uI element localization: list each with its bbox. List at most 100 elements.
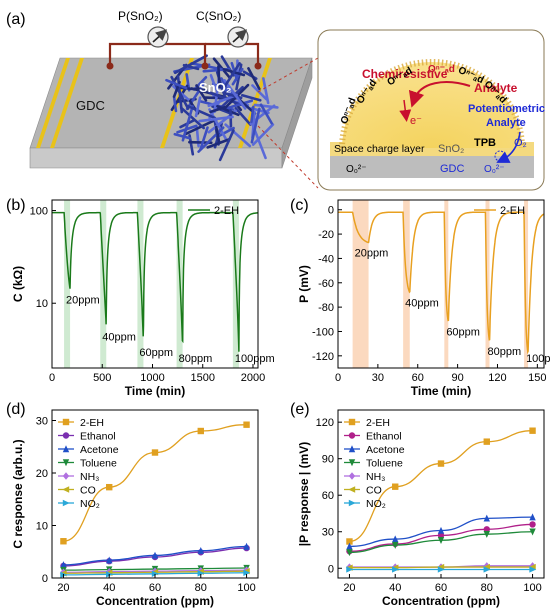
data-point — [197, 570, 205, 577]
electron-arrow — [399, 99, 412, 122]
plot-frame — [51, 199, 259, 369]
o2-label: O₂ — [514, 137, 527, 149]
data-point — [483, 514, 490, 522]
nanowire — [198, 115, 234, 123]
nanowire — [220, 77, 232, 97]
nanowire — [207, 93, 238, 108]
legend-label: NO₂ — [366, 498, 386, 510]
chemiresistive-arrow — [408, 81, 471, 108]
data-point — [62, 445, 70, 453]
mechanism-inset: Chemiresistive Analyte e⁻ Oⁿ⁻ₐd Oⁿ⁻ₐd Oⁿ… — [317, 29, 545, 191]
lattice-oxygen-label: O₀²⁻ — [346, 164, 367, 175]
y-tick-label: 20 — [36, 468, 48, 480]
data-point — [437, 526, 445, 534]
x-tick-label: 100 — [237, 582, 255, 594]
nanowire — [250, 107, 261, 144]
x-tick-label: 1500 — [190, 372, 214, 384]
x-tick-label: 60 — [435, 582, 447, 594]
nanowire — [214, 125, 221, 144]
nanowire — [251, 84, 268, 101]
analyte-red-label: Analyte — [474, 81, 518, 95]
data-point — [151, 449, 159, 456]
nanowire — [195, 84, 208, 102]
data-point — [60, 538, 67, 545]
legend-label: Toluene — [366, 458, 403, 470]
data-point — [62, 499, 70, 507]
nanowire — [173, 132, 192, 140]
data-point — [392, 566, 399, 573]
meter-p-icon — [147, 26, 169, 48]
y-tick-label: -20 — [318, 229, 334, 241]
analyte-blue-label: Analyte — [486, 117, 526, 129]
panel-c-label: (c) — [290, 197, 309, 214]
data-point — [483, 530, 490, 538]
chart-e: 20 40 60 80 100 0 30 60 90 120 Concentration (ppm)… — [297, 409, 545, 608]
y-tick-label: 10 — [36, 521, 48, 533]
nanowire — [231, 67, 244, 86]
nanowire — [224, 123, 252, 148]
x-tick-label: 150 — [528, 372, 546, 384]
panel-a: (a) GDC SnO₂ P(SnO₂) C(SnO₂) — [6, 9, 545, 191]
tpb-marker — [494, 150, 506, 162]
data-point — [529, 521, 536, 528]
pulse-label: 60ppm — [446, 327, 480, 339]
x-axis-title: Time (min) — [411, 384, 471, 398]
x-tick-label: 20 — [57, 582, 69, 594]
nanowire — [173, 54, 208, 75]
contact-dot — [254, 62, 262, 70]
legend-label: 2-EH — [214, 205, 239, 217]
data-point — [348, 486, 356, 493]
y-tick-label: 30 — [322, 527, 334, 539]
y-tick-label: -100 — [312, 326, 334, 338]
y-tick-label: 100 — [30, 206, 48, 218]
data-point — [106, 483, 113, 491]
legend-label: NH₃ — [366, 471, 385, 483]
data-point — [529, 513, 536, 521]
data-point — [348, 445, 356, 453]
data-point — [243, 542, 250, 550]
data-point — [348, 499, 356, 507]
data-point — [62, 418, 70, 426]
x-tick-label: 40 — [389, 582, 401, 594]
data-point — [483, 526, 490, 533]
data-point — [437, 537, 445, 544]
pulse-label: 80ppm — [179, 353, 213, 365]
meter-p-label: P(SnO₂) — [118, 9, 163, 23]
nanowire — [259, 103, 273, 125]
contact-dot — [106, 62, 114, 70]
trace-line — [52, 211, 258, 352]
pulse-label: 40ppm — [102, 332, 136, 344]
y-tick-label: 30 — [36, 416, 48, 428]
nanowire — [199, 126, 209, 151]
x-tick-label: 0 — [49, 372, 55, 384]
gdc-label: GDC — [76, 98, 105, 113]
exposure-band — [524, 200, 529, 368]
chart-d: 20 40 60 80 100 0 10 20 30 Concentration (ppm) C r… — [11, 409, 259, 608]
data-point — [437, 566, 445, 573]
nanowire — [181, 105, 194, 142]
device-side-face — [281, 57, 313, 169]
chart-c: 0 30 60 90 120 150 0 -20 -40 -60 -80 -100 -120 Time (… — [297, 199, 550, 398]
legend-label: CO — [80, 485, 96, 497]
nanowire — [223, 79, 247, 110]
data-point — [346, 538, 353, 545]
nanowire — [186, 104, 217, 120]
nanowire — [209, 74, 218, 91]
y-tick-label: -40 — [318, 253, 334, 265]
exposure-band — [403, 200, 410, 368]
nanowire — [165, 78, 188, 90]
data-point — [392, 483, 399, 490]
inset-gdc-layer — [330, 156, 534, 178]
nanowire — [197, 126, 225, 153]
data-point — [348, 418, 356, 426]
electrode-left-outer — [36, 58, 70, 148]
x-axis-title: Concentration (ppm) — [382, 594, 500, 608]
y-axis-title: P (mV) — [297, 265, 311, 303]
lattice-oxygen-label: O₀²⁻ — [484, 164, 505, 175]
legend-label: Ethanol — [80, 431, 116, 443]
y-tick-label: 90 — [322, 454, 334, 466]
x-tick-label: 80 — [195, 582, 207, 594]
legend-label: 2-EH — [80, 417, 104, 429]
legend-label: Ethanol — [366, 431, 402, 443]
tpb-label: TPB — [474, 137, 496, 149]
